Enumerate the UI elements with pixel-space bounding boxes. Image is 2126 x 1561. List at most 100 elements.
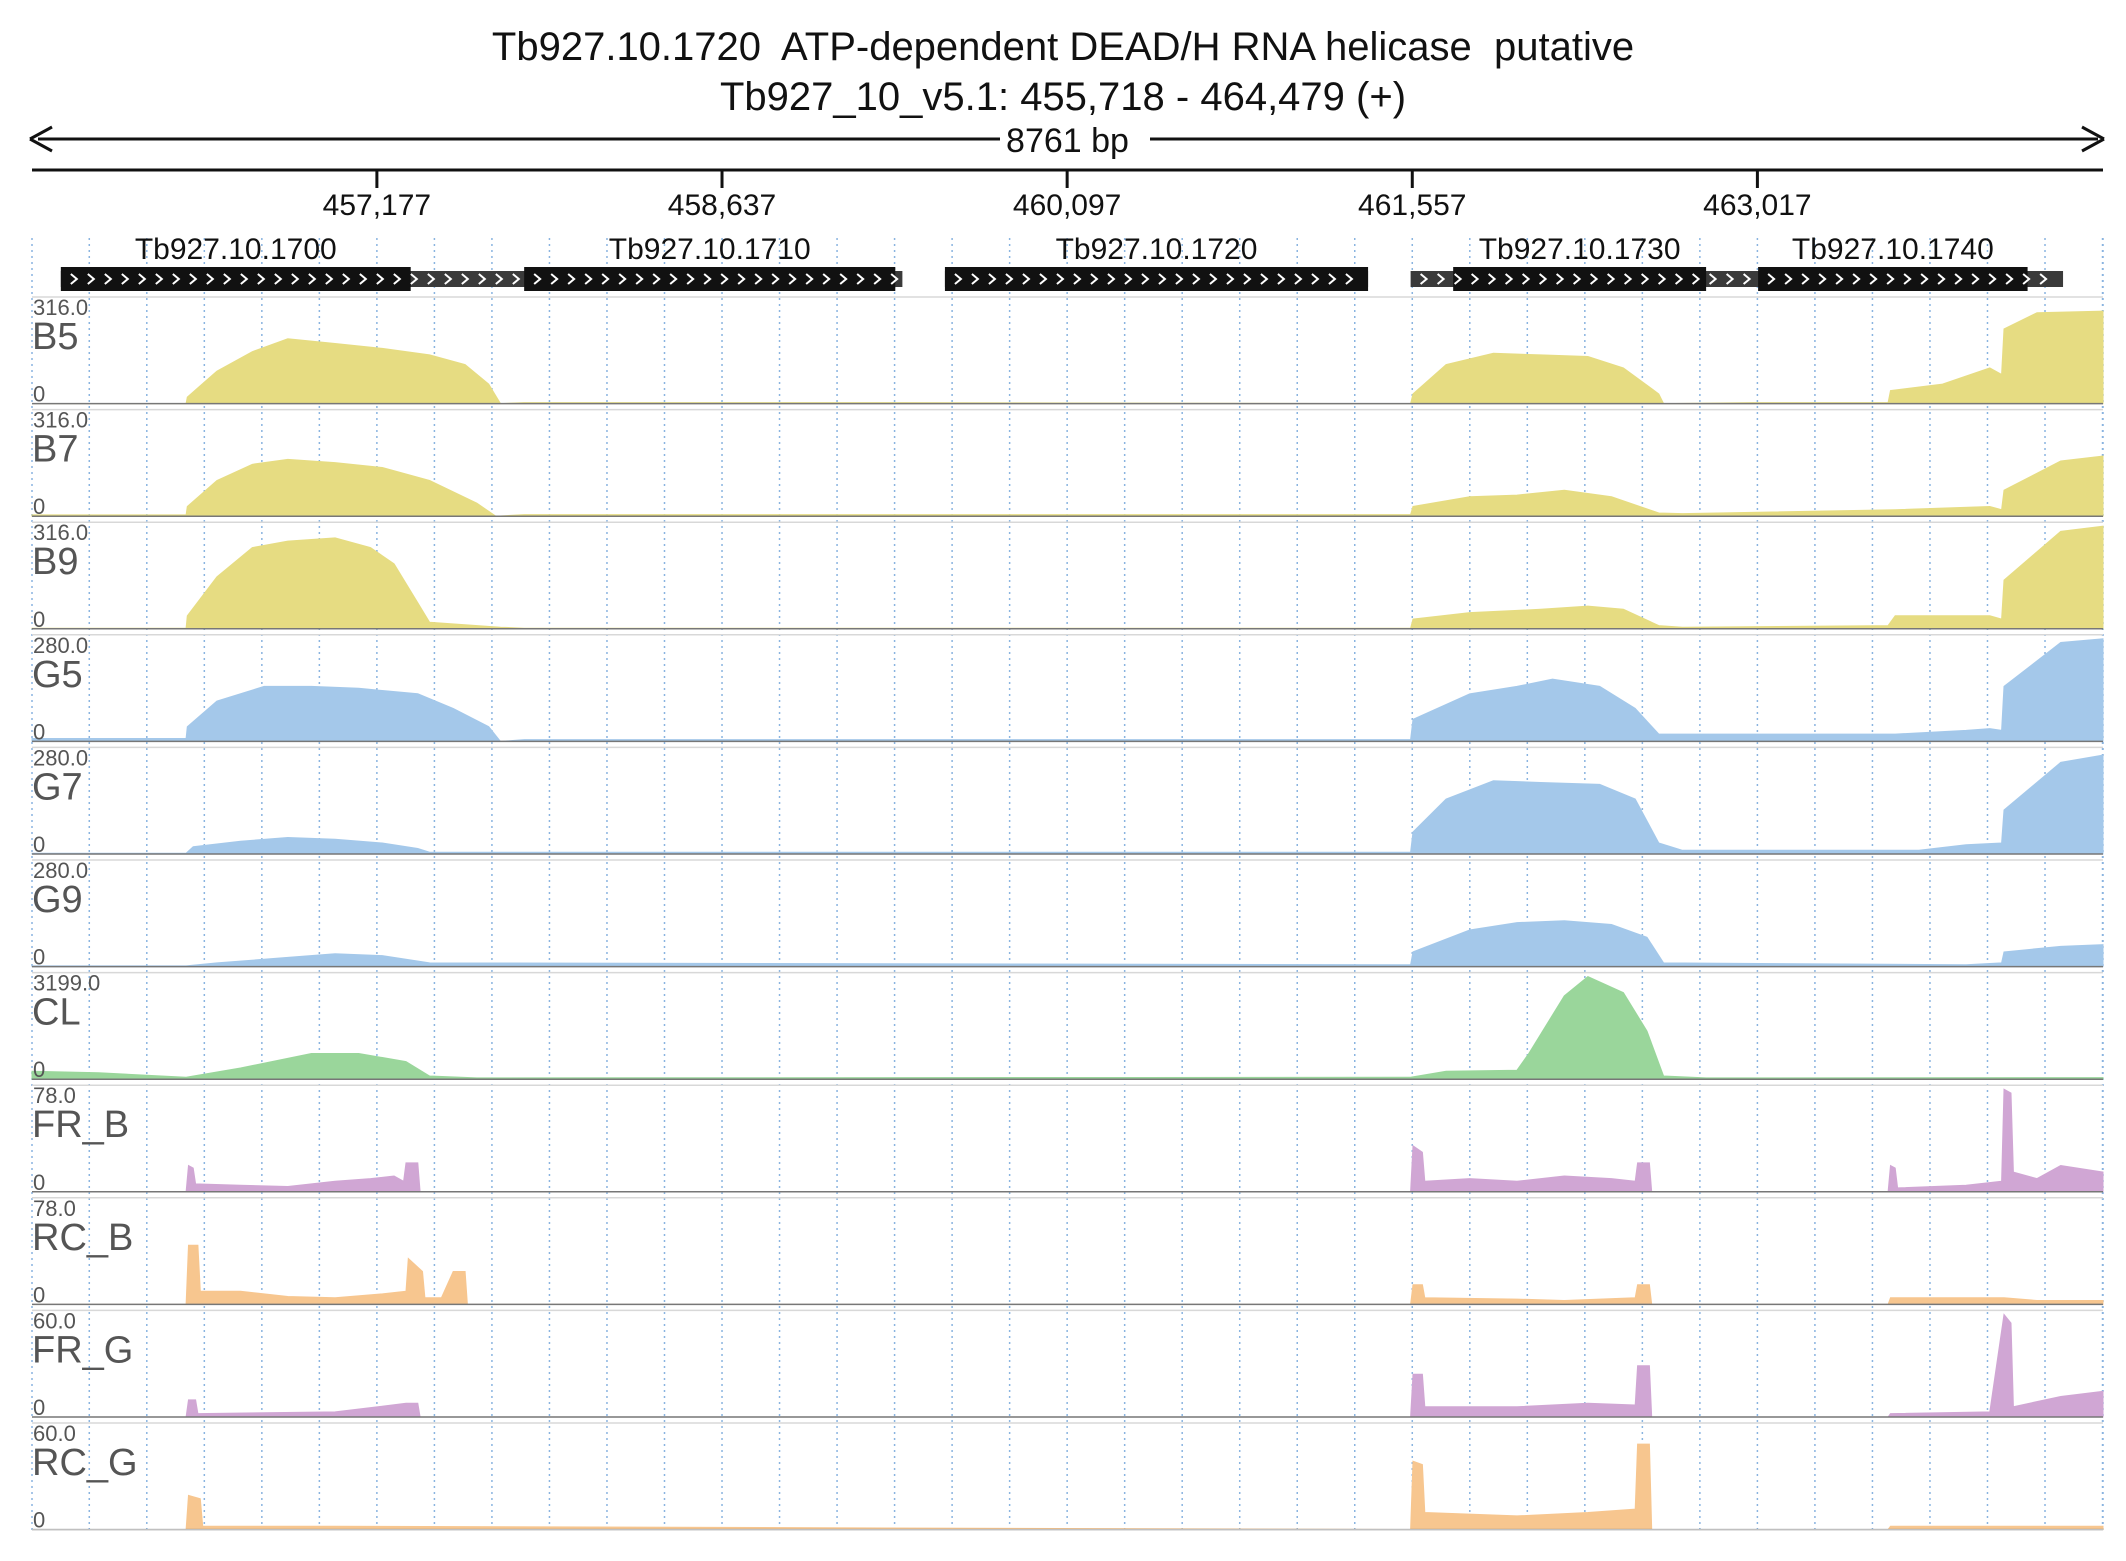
strand-chevron-icon [1470,273,1480,285]
gene-label: Tb927.10.1710 [609,233,811,266]
arrow-right-icon [2081,125,2105,153]
strand-chevron-icon [1436,273,1446,285]
track-min-label: 0 [33,1395,45,1420]
x-tick-label: 460,097 [1013,189,1121,222]
strand-chevron-icon [1623,273,1633,285]
strand-chevron-icon [1835,273,1844,285]
strand-chevron-icon [1487,273,1497,285]
strand-chevron-icon [988,273,997,285]
coverage-area [31,754,2104,855]
strand-chevron-icon [1801,273,1810,285]
x-tick-label: 461,557 [1358,189,1466,222]
track-name: RC_B [32,1217,133,1259]
strand-chevron-icon [873,273,882,285]
x-tick-label: 463,017 [1703,189,1811,222]
coverage-track: 316.0B7 0 [31,408,2104,519]
strand-chevron-icon [104,273,113,285]
strand-chevron-icon [461,273,470,285]
strand-chevron-icon [1988,273,1997,285]
strand-chevron-icon [1767,273,1776,285]
track-name: G5 [32,654,83,696]
track-max-label: 316.0 [33,408,88,433]
strand-chevron-icon [890,273,899,285]
coverage-area [31,525,2104,630]
track-max-label: 280.0 [33,858,88,883]
strand-chevron-icon [550,273,559,285]
track-name: RC_G [32,1442,138,1484]
strand-chevron-icon [308,273,317,285]
strand-chevron-icon [686,273,695,285]
coverage-track: 316.0B5 0 [32,295,2104,407]
strand-chevron-icon [1504,273,1514,285]
strand-chevron-icon [533,273,542,285]
strand-chevron-icon [1589,273,1599,285]
strand-chevron-icon [822,273,831,285]
strand-chevron-icon [1209,273,1218,285]
strand-chevron-icon [70,273,79,285]
gene-label: Tb927.10.1700 [135,233,337,266]
strand-chevron-icon [427,273,436,285]
strand-chevron-icon [1158,273,1167,285]
gene-feature: Tb927.10.1730 [1410,233,1768,291]
coverage-track: 280.0G7 0 [31,745,2104,857]
strand-chevron-icon [393,273,402,285]
strand-chevron-icon [618,273,627,285]
track-max-label: 78.0 [33,1083,76,1108]
strand-chevron-icon [1243,273,1252,285]
strand-chevron-icon [189,273,198,285]
strand-chevron-icon [1784,273,1793,285]
strand-chevron-icon [512,273,521,285]
strand-chevron-icon [1022,273,1031,285]
strand-chevron-icon [971,273,980,285]
strand-chevron-icon [1742,273,1752,285]
strand-chevron-icon [601,273,610,285]
x-tick-label: 458,637 [668,189,776,222]
coverage-area [31,976,2104,1080]
strand-chevron-icon [274,273,283,285]
track-min-label: 0 [33,1057,45,1082]
strand-chevron-icon [856,273,865,285]
strand-chevron-icon [1294,273,1303,285]
strand-chevron-icon [1328,273,1337,285]
strand-chevron-icon [478,273,487,285]
track-min-label: 0 [33,494,45,519]
gene-cds [944,267,1369,291]
strand-chevron-icon [754,273,763,285]
strand-chevron-icon [1141,273,1150,285]
strand-chevron-icon [1090,273,1099,285]
track-max-label: 3199.0 [33,971,100,996]
track-name: CL [32,992,81,1034]
gene-title: Tb927.10.1720 ATP-dependent DEAD/H RNA h… [491,25,1635,69]
coverage-area [31,455,2104,517]
strand-chevron-icon [788,273,797,285]
coverage-area [32,1443,2104,1531]
strand-chevron-icon [1005,273,1014,285]
strand-chevron-icon [1937,273,1946,285]
strand-chevron-icon [172,273,181,285]
coverage-track: 78.0RC_B 0 [32,1196,2104,1307]
track-max-label: 60.0 [33,1308,76,1333]
strand-chevron-icon [771,273,780,285]
coverage-area [32,1088,2104,1193]
track-name: G7 [32,766,83,808]
strand-chevron-icon [1555,273,1565,285]
track-min-label: 0 [33,1170,45,1195]
strand-chevron-icon [1674,273,1684,285]
arrow-left-icon [29,125,53,153]
coverage-area [31,920,2104,968]
strand-chevron-icon [1869,273,1878,285]
strand-chevron-icon [138,273,147,285]
strand-chevron-icon [1708,273,1718,285]
track-name: FR_G [32,1329,133,1371]
gene-feature: Tb927.10.1720 [944,233,1369,291]
strand-chevron-icon [1954,273,1963,285]
strand-chevron-icon [2022,273,2031,285]
x-tick-label: 457,177 [323,189,431,222]
genomic-location: Tb927_10_v5.1: 455,718 - 464,479 (+) [719,75,1407,119]
strand-chevron-icon [1073,273,1082,285]
coverage-track: 280.0G5 0 [31,633,2104,744]
strand-chevron-icon [720,273,729,285]
track-min-label: 0 [33,607,45,632]
track-name: B9 [32,541,78,583]
